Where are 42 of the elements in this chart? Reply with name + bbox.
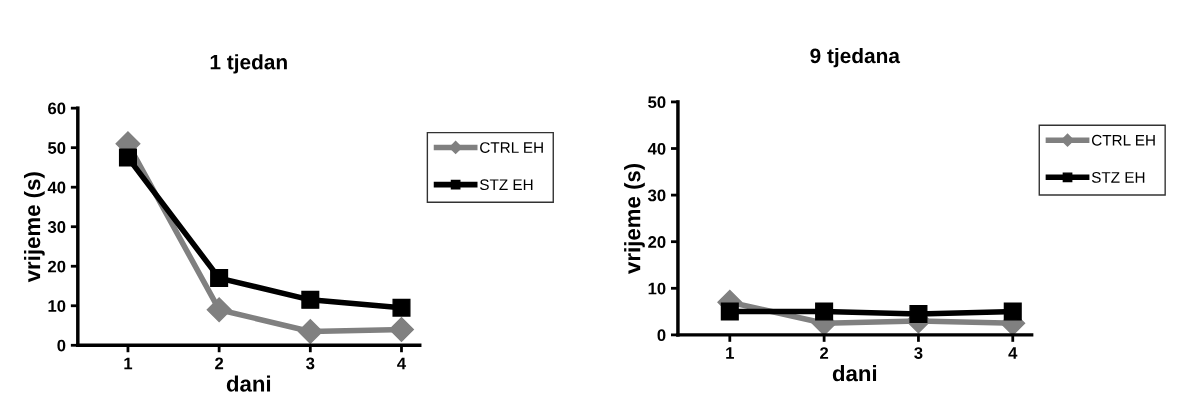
x-axis-title: dani	[832, 365, 877, 382]
y-tick-label: 0	[657, 329, 666, 342]
legend-label: CTRL EH	[480, 142, 543, 153]
y-tick-label: 20	[648, 236, 666, 248]
point	[301, 290, 320, 309]
x-tick-label: 2	[215, 357, 224, 370]
point	[206, 297, 232, 323]
y-axis-title: vrijeme (s)	[23, 172, 45, 283]
x-tick-label: 2	[820, 347, 829, 359]
y-tick-label: 10	[648, 282, 666, 295]
x-tick-label: 4	[1008, 347, 1018, 359]
y-tick-label: 40	[47, 181, 66, 194]
point	[392, 298, 411, 317]
x-tick-label: 1	[124, 357, 133, 370]
point	[720, 302, 739, 321]
legend-label: STZ EH	[1091, 172, 1145, 183]
legend-label: STZ EH	[480, 179, 533, 191]
point	[297, 318, 323, 344]
y-tick-label: 60	[48, 102, 66, 115]
chart-title: 1 tjedan	[210, 54, 287, 74]
y-tick-label: 40	[647, 142, 666, 155]
x-tick-label: 4	[397, 357, 407, 370]
legend-label: CTRL EH	[1091, 134, 1155, 146]
x-axis-title: dani	[226, 375, 271, 392]
y-tick-label: 20	[48, 260, 66, 273]
point	[210, 269, 229, 288]
y-tick-label: 30	[647, 189, 666, 202]
x-tick-label: 3	[914, 347, 923, 359]
point	[118, 148, 137, 167]
y-tick-label: 10	[48, 300, 66, 312]
y-tick-label: 30	[47, 221, 66, 233]
point	[389, 316, 414, 342]
y-axis-title: vrijeme (s)	[624, 163, 645, 274]
x-tick-label: 1	[726, 347, 734, 359]
y-tick-label: 50	[648, 96, 666, 109]
y-tick-label: 0	[57, 339, 66, 352]
point	[815, 302, 834, 321]
point	[909, 304, 928, 323]
point	[1003, 302, 1022, 321]
chart-title: 9 tjedana	[810, 47, 901, 68]
x-tick-label: 3	[306, 357, 315, 370]
y-tick-label: 50	[47, 142, 66, 154]
